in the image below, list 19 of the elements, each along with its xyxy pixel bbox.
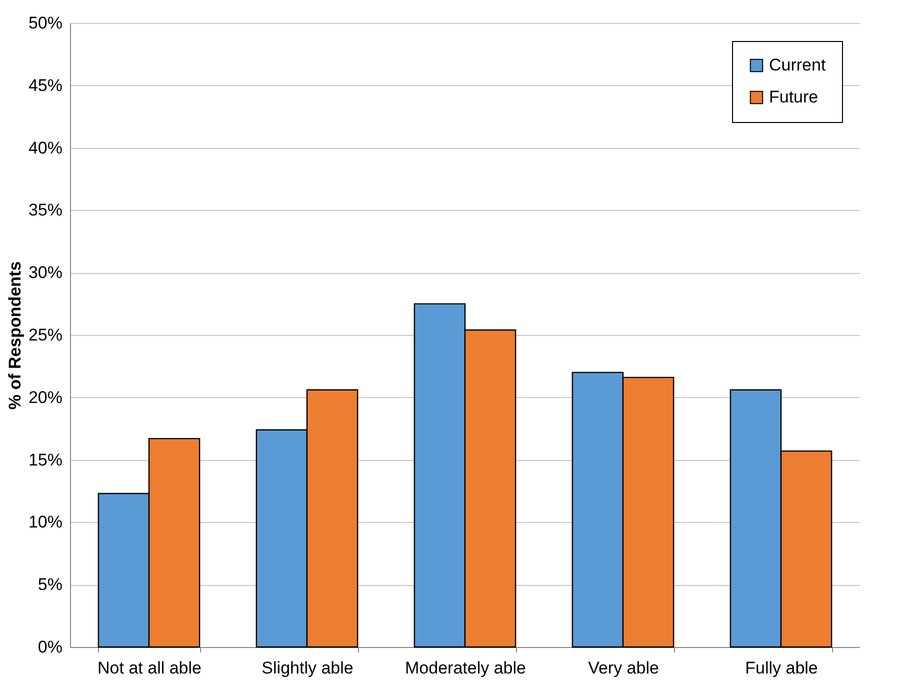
y-tick-label: 15% (28, 450, 62, 470)
y-tick-label: 10% (28, 512, 62, 532)
y-axis-title: % of Respondents (5, 261, 24, 410)
y-tick-label: 45% (28, 76, 62, 95)
x-tick-label: Very able (588, 658, 659, 678)
legend-label: Current (769, 56, 826, 74)
y-tick-label: 35% (28, 200, 62, 220)
x-tick-label: Moderately able (405, 658, 526, 678)
y-tick-label: 20% (28, 388, 62, 407)
y-tick-label: 50% (28, 14, 62, 32)
x-tick-label: Not at all able (98, 658, 202, 678)
y-tick-label: 30% (28, 263, 62, 282)
y-tick-label: 0% (38, 638, 62, 656)
x-tick-label: Slightly able (262, 658, 354, 678)
y-tick-label: 25% (28, 326, 62, 344)
y-tick-label: 40% (28, 138, 62, 158)
x-tick-label: Fully able (745, 658, 818, 678)
legend-label: Future (769, 88, 818, 106)
y-tick-label: 5% (38, 575, 62, 594)
